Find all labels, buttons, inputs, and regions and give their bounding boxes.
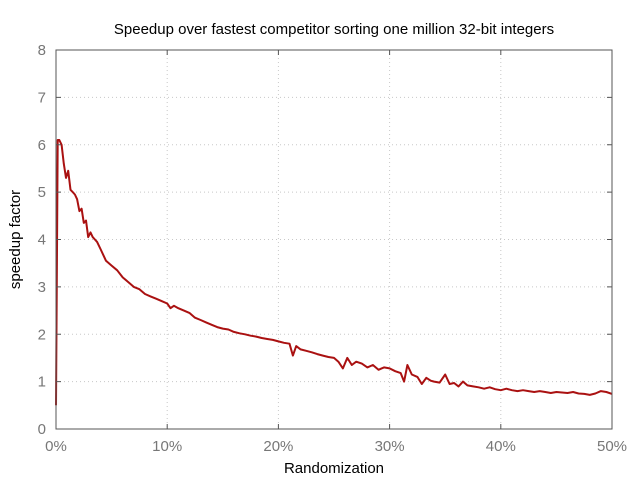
y-tick-label: 6	[38, 137, 46, 154]
gridlines	[56, 50, 612, 429]
y-tick-label: 3	[38, 279, 46, 296]
y-tick-label: 1	[38, 374, 46, 391]
y-tick-label: 7	[38, 89, 46, 106]
x-tick-label: 40%	[486, 438, 516, 455]
y-tick-label: 8	[38, 42, 46, 59]
x-tick-label: 50%	[597, 438, 627, 455]
x-tick-label: 30%	[375, 438, 405, 455]
chart-title: Speedup over fastest competitor sorting …	[114, 21, 554, 38]
y-tick-label: 5	[38, 184, 46, 201]
y-tick-label: 0	[38, 421, 46, 438]
speedup-series-line	[55, 139, 613, 406]
x-axis-label: Randomization	[284, 460, 384, 477]
x-tick-label: 10%	[152, 438, 182, 455]
x-tick-label: 0%	[45, 438, 67, 455]
y-tick-label: 2	[38, 326, 46, 343]
axis-ticks: 0% 10% 20% 30% 40% 50% 0 1 2 3 4 5 6 7 8	[38, 42, 627, 455]
y-axis-label: speedup factor	[7, 190, 24, 289]
y-tick-label: 4	[38, 232, 46, 249]
x-tick-label: 20%	[263, 438, 293, 455]
plot-area	[55, 139, 613, 406]
